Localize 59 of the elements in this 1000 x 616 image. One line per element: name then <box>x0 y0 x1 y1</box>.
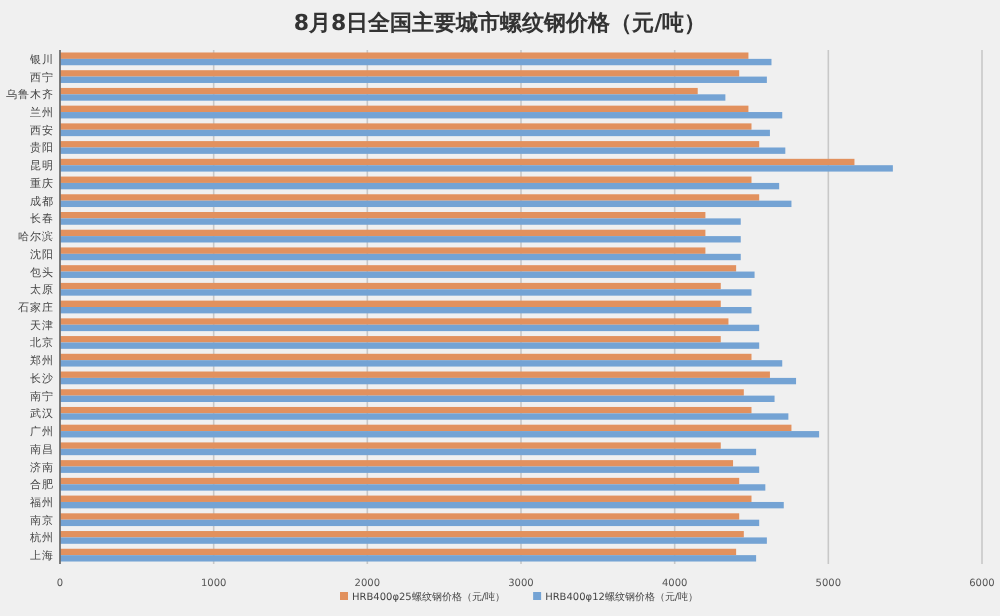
bar <box>60 70 740 77</box>
bar <box>60 395 775 402</box>
bar <box>60 531 744 538</box>
bar <box>60 324 760 332</box>
bar <box>60 318 729 325</box>
bar <box>60 271 755 278</box>
bar <box>60 247 706 254</box>
bar <box>60 265 737 272</box>
chart-title: 8月8日全国主要城市螺纹钢价格（元/吨） <box>293 10 707 36</box>
bar <box>60 389 744 396</box>
bar <box>60 513 740 520</box>
bar <box>60 194 760 201</box>
bar <box>60 141 760 148</box>
bar <box>60 466 760 473</box>
bar <box>60 307 752 314</box>
bar <box>60 548 737 556</box>
bar <box>60 229 706 237</box>
bar <box>60 94 726 101</box>
bar <box>60 112 783 119</box>
bar <box>60 495 752 502</box>
bar <box>60 76 767 83</box>
bar <box>60 236 741 243</box>
bar <box>60 484 766 491</box>
bar <box>60 342 760 349</box>
bar <box>60 58 772 66</box>
bar <box>60 253 741 261</box>
bar <box>60 377 797 385</box>
bar <box>60 371 770 378</box>
bar <box>60 353 752 361</box>
bar <box>60 448 757 456</box>
bar <box>60 555 757 562</box>
bar <box>60 182 780 190</box>
bar <box>60 282 721 290</box>
bar <box>60 52 749 59</box>
bar <box>60 300 721 307</box>
bar <box>60 123 752 130</box>
bar <box>60 105 749 113</box>
bar <box>60 212 706 219</box>
bar <box>60 360 783 367</box>
bar <box>60 424 792 432</box>
bar <box>60 413 789 420</box>
bar <box>60 442 721 449</box>
bar <box>60 129 770 137</box>
bar <box>60 289 752 296</box>
bar <box>60 336 721 343</box>
bar <box>60 218 741 225</box>
bar <box>60 176 752 183</box>
bar <box>60 460 734 467</box>
bar <box>60 165 893 172</box>
bar <box>60 477 740 485</box>
bar <box>60 147 786 154</box>
bar <box>60 87 698 95</box>
bar <box>60 158 855 166</box>
bar <box>60 200 792 208</box>
bar <box>60 501 784 509</box>
bar <box>60 431 820 438</box>
bar <box>60 537 767 544</box>
bar <box>60 406 752 414</box>
bar <box>60 519 760 527</box>
